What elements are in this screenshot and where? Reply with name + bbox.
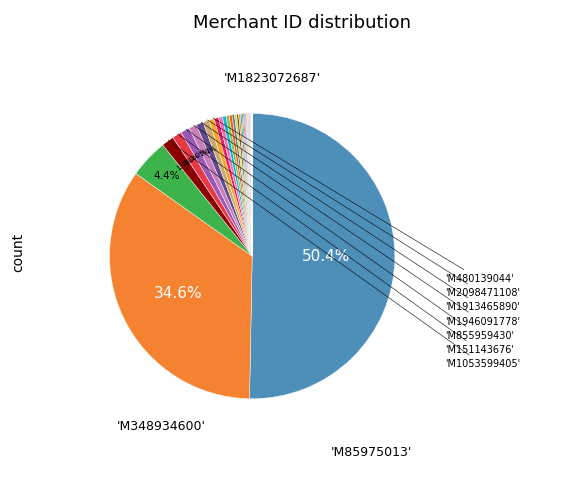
Wedge shape xyxy=(226,115,252,256)
Text: 1.0%: 1.0% xyxy=(189,149,208,162)
Wedge shape xyxy=(136,145,252,256)
Text: 1.4%: 1.4% xyxy=(175,156,193,172)
Wedge shape xyxy=(110,173,252,399)
Wedge shape xyxy=(203,120,252,256)
Wedge shape xyxy=(251,113,252,256)
Wedge shape xyxy=(236,114,252,256)
Wedge shape xyxy=(247,113,252,256)
Text: 34.6%: 34.6% xyxy=(154,286,203,301)
Wedge shape xyxy=(250,113,395,399)
Text: 1%: 1% xyxy=(198,147,211,157)
Wedge shape xyxy=(209,118,252,256)
Text: 'M348934600': 'M348934600' xyxy=(117,420,206,433)
Title: Merchant ID distribution: Merchant ID distribution xyxy=(193,14,411,32)
Text: 'M2098471108': 'M2098471108' xyxy=(207,120,520,298)
Text: 'M85975013': 'M85975013' xyxy=(331,446,412,459)
Wedge shape xyxy=(173,133,252,256)
Wedge shape xyxy=(234,114,252,256)
Wedge shape xyxy=(181,128,252,256)
Wedge shape xyxy=(248,113,252,256)
Wedge shape xyxy=(250,113,252,256)
Text: 4.4%: 4.4% xyxy=(154,171,180,181)
Wedge shape xyxy=(249,113,252,256)
Text: 50.4%: 50.4% xyxy=(302,249,350,264)
Text: 'M1053599405': 'M1053599405' xyxy=(168,141,520,369)
Wedge shape xyxy=(248,113,252,256)
Text: 1.1%: 1.1% xyxy=(183,152,201,166)
Wedge shape xyxy=(246,113,252,256)
Wedge shape xyxy=(244,113,252,256)
Wedge shape xyxy=(250,113,252,256)
Wedge shape xyxy=(249,113,252,256)
Wedge shape xyxy=(163,138,252,256)
Wedge shape xyxy=(242,114,252,256)
Wedge shape xyxy=(251,113,252,256)
Wedge shape xyxy=(245,113,252,256)
Wedge shape xyxy=(250,113,252,256)
Wedge shape xyxy=(214,117,252,256)
Wedge shape xyxy=(232,114,252,256)
Wedge shape xyxy=(218,116,252,256)
Wedge shape xyxy=(243,114,252,256)
Text: 'M855959430': 'M855959430' xyxy=(186,130,514,341)
Text: 1%: 1% xyxy=(204,145,217,155)
Text: 'M151143676': 'M151143676' xyxy=(178,134,514,355)
Wedge shape xyxy=(239,114,252,256)
Text: count: count xyxy=(12,232,26,272)
Text: 'M1946091778': 'M1946091778' xyxy=(194,125,520,327)
Text: 'M1823072687': 'M1823072687' xyxy=(224,72,321,85)
Wedge shape xyxy=(196,122,252,256)
Wedge shape xyxy=(223,116,252,256)
Wedge shape xyxy=(189,125,252,256)
Wedge shape xyxy=(229,115,252,256)
Text: 'M1913465890': 'M1913465890' xyxy=(201,122,519,312)
Wedge shape xyxy=(241,114,252,256)
Text: 'M480139044': 'M480139044' xyxy=(213,118,514,284)
